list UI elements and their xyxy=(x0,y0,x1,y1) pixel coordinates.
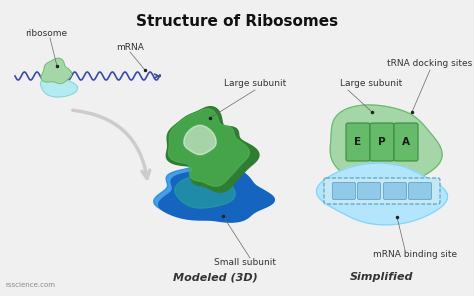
Text: mRNA: mRNA xyxy=(116,43,144,52)
Polygon shape xyxy=(154,161,269,219)
Polygon shape xyxy=(41,76,77,97)
Text: rsscience.com: rsscience.com xyxy=(5,282,55,288)
Text: Large subunit: Large subunit xyxy=(340,79,402,88)
FancyBboxPatch shape xyxy=(409,183,431,200)
FancyBboxPatch shape xyxy=(383,183,407,200)
FancyBboxPatch shape xyxy=(346,123,370,161)
FancyBboxPatch shape xyxy=(332,183,356,200)
Text: E: E xyxy=(355,137,362,147)
FancyBboxPatch shape xyxy=(394,123,418,161)
Text: Small subunit: Small subunit xyxy=(214,258,276,267)
Text: Modeled (3D): Modeled (3D) xyxy=(173,272,257,282)
Polygon shape xyxy=(175,176,235,208)
Text: Simplified: Simplified xyxy=(350,272,414,282)
Polygon shape xyxy=(168,109,249,186)
Polygon shape xyxy=(184,125,216,155)
Text: Large subunit: Large subunit xyxy=(224,79,286,88)
Polygon shape xyxy=(159,165,274,222)
Polygon shape xyxy=(317,163,447,225)
Text: ribosome: ribosome xyxy=(25,29,67,38)
Polygon shape xyxy=(41,58,72,83)
Text: P: P xyxy=(378,137,386,147)
Text: Structure of Ribosomes: Structure of Ribosomes xyxy=(136,14,338,29)
Polygon shape xyxy=(166,107,259,192)
FancyArrowPatch shape xyxy=(73,110,150,178)
FancyBboxPatch shape xyxy=(370,123,394,161)
Text: tRNA docking sites: tRNA docking sites xyxy=(387,59,473,68)
Text: A: A xyxy=(402,137,410,147)
FancyBboxPatch shape xyxy=(324,178,440,204)
Text: mRNA binding site: mRNA binding site xyxy=(373,250,457,259)
FancyBboxPatch shape xyxy=(357,183,381,200)
Polygon shape xyxy=(330,105,442,190)
